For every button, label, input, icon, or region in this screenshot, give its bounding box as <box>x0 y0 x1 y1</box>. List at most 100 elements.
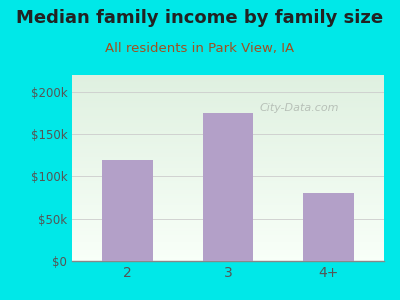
Bar <box>72 250 384 252</box>
Bar <box>72 202 384 203</box>
Bar <box>304 194 354 261</box>
Bar <box>72 81 384 82</box>
Bar <box>72 166 384 168</box>
Bar <box>72 168 384 170</box>
Bar <box>72 160 384 162</box>
Bar <box>72 233 384 235</box>
Bar <box>72 146 384 148</box>
Bar <box>72 230 384 231</box>
Text: City-Data.com: City-Data.com <box>260 103 340 113</box>
Bar <box>72 255 384 257</box>
Bar <box>72 144 384 146</box>
Bar <box>72 244 384 246</box>
Bar <box>72 174 384 176</box>
Bar <box>72 106 384 109</box>
Bar <box>72 196 384 198</box>
Bar <box>72 151 384 153</box>
Bar <box>72 231 384 233</box>
Bar <box>72 142 384 144</box>
Bar <box>72 155 384 157</box>
Bar <box>72 194 384 196</box>
Bar <box>72 172 384 174</box>
Bar <box>72 222 384 224</box>
Bar <box>72 95 384 97</box>
Bar <box>72 185 384 187</box>
Bar <box>72 246 384 248</box>
Bar <box>72 181 384 183</box>
Bar <box>72 105 384 106</box>
Bar <box>72 183 384 185</box>
Bar <box>72 122 384 123</box>
Bar <box>72 118 384 120</box>
Bar <box>72 176 384 177</box>
Bar <box>72 129 384 131</box>
Bar <box>72 226 384 227</box>
Bar <box>203 113 253 261</box>
Bar <box>72 235 384 237</box>
Bar <box>72 133 384 134</box>
Bar <box>72 97 384 99</box>
Bar <box>72 79 384 81</box>
Bar <box>72 188 384 190</box>
Bar <box>72 125 384 127</box>
Bar <box>72 203 384 205</box>
Bar <box>72 159 384 161</box>
Bar <box>72 149 384 151</box>
Text: All residents in Park View, IA: All residents in Park View, IA <box>106 42 294 55</box>
Bar <box>72 101 384 103</box>
Bar <box>72 110 384 112</box>
Bar <box>72 112 384 114</box>
Bar <box>72 127 384 129</box>
Bar <box>72 148 384 149</box>
Bar <box>72 92 384 94</box>
Bar <box>72 198 384 200</box>
Bar <box>72 134 384 136</box>
Bar <box>72 99 384 101</box>
Bar <box>72 192 384 194</box>
Bar <box>72 162 384 164</box>
Bar <box>72 140 384 142</box>
Bar <box>72 103 384 105</box>
Bar <box>72 211 384 213</box>
Bar <box>102 160 152 261</box>
Bar <box>72 170 384 172</box>
Bar <box>72 90 384 92</box>
Bar <box>72 109 384 110</box>
Bar <box>72 257 384 259</box>
Bar <box>72 209 384 211</box>
Bar <box>72 88 384 90</box>
Bar <box>72 237 384 239</box>
Bar <box>72 179 384 181</box>
Bar <box>72 207 384 209</box>
Bar <box>72 252 384 254</box>
Bar <box>72 164 384 166</box>
Bar <box>72 114 384 116</box>
Text: Median family income by family size: Median family income by family size <box>16 9 384 27</box>
Bar <box>72 84 384 86</box>
Bar <box>72 224 384 226</box>
Bar <box>72 131 384 133</box>
Bar <box>72 259 384 261</box>
Bar <box>72 75 384 77</box>
Bar <box>72 138 384 140</box>
Bar <box>72 77 384 79</box>
Bar <box>72 205 384 207</box>
Bar <box>72 254 384 255</box>
Bar <box>72 214 384 216</box>
Bar <box>72 213 384 214</box>
Bar <box>72 200 384 202</box>
Bar <box>72 187 384 188</box>
Bar <box>72 86 384 88</box>
Bar <box>72 190 384 192</box>
Bar <box>72 157 384 159</box>
Bar <box>72 120 384 122</box>
Bar <box>72 248 384 250</box>
Bar <box>72 239 384 241</box>
Bar <box>72 220 384 222</box>
Bar <box>72 241 384 242</box>
Bar <box>72 177 384 179</box>
Bar <box>72 153 384 155</box>
Bar <box>72 242 384 244</box>
Bar <box>72 218 384 220</box>
Bar <box>72 94 384 95</box>
